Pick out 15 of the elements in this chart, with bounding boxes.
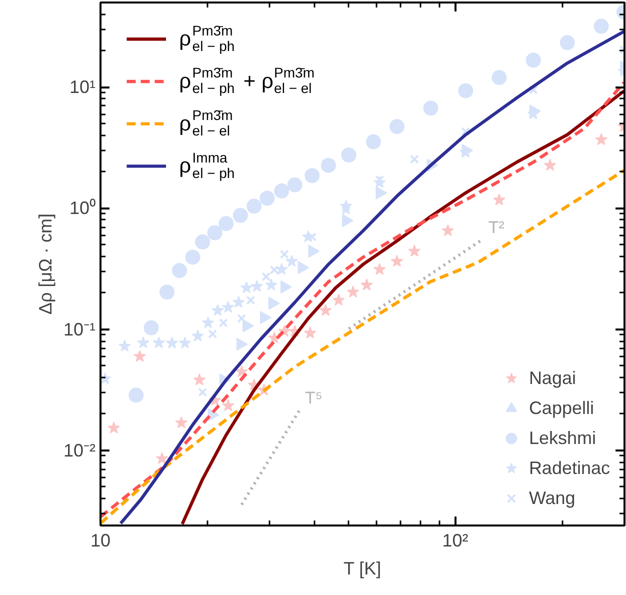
legend-label: Wang: [528, 488, 576, 508]
y-tick-label: 10¹: [69, 77, 96, 98]
legend-label: Radetinac: [528, 458, 610, 478]
legend-label: Lekshmi: [528, 428, 596, 448]
legend-label: Nagai: [528, 368, 576, 388]
y-axis-title: Δρ [μΩ · cm]: [35, 213, 56, 315]
legend-label: Cappelli: [528, 398, 594, 418]
annotation: T⁵: [304, 388, 322, 408]
x-tick-label: 10²: [442, 530, 468, 550]
y-tick-label: 10⁻¹: [63, 319, 96, 340]
annotation: T²: [488, 218, 505, 237]
x-axis-title: T [K]: [344, 558, 382, 578]
y-tick-label: 10⁰: [69, 198, 96, 218]
x-tick-label: 10: [90, 530, 111, 550]
y-tick-label: 10⁻²: [63, 440, 96, 460]
